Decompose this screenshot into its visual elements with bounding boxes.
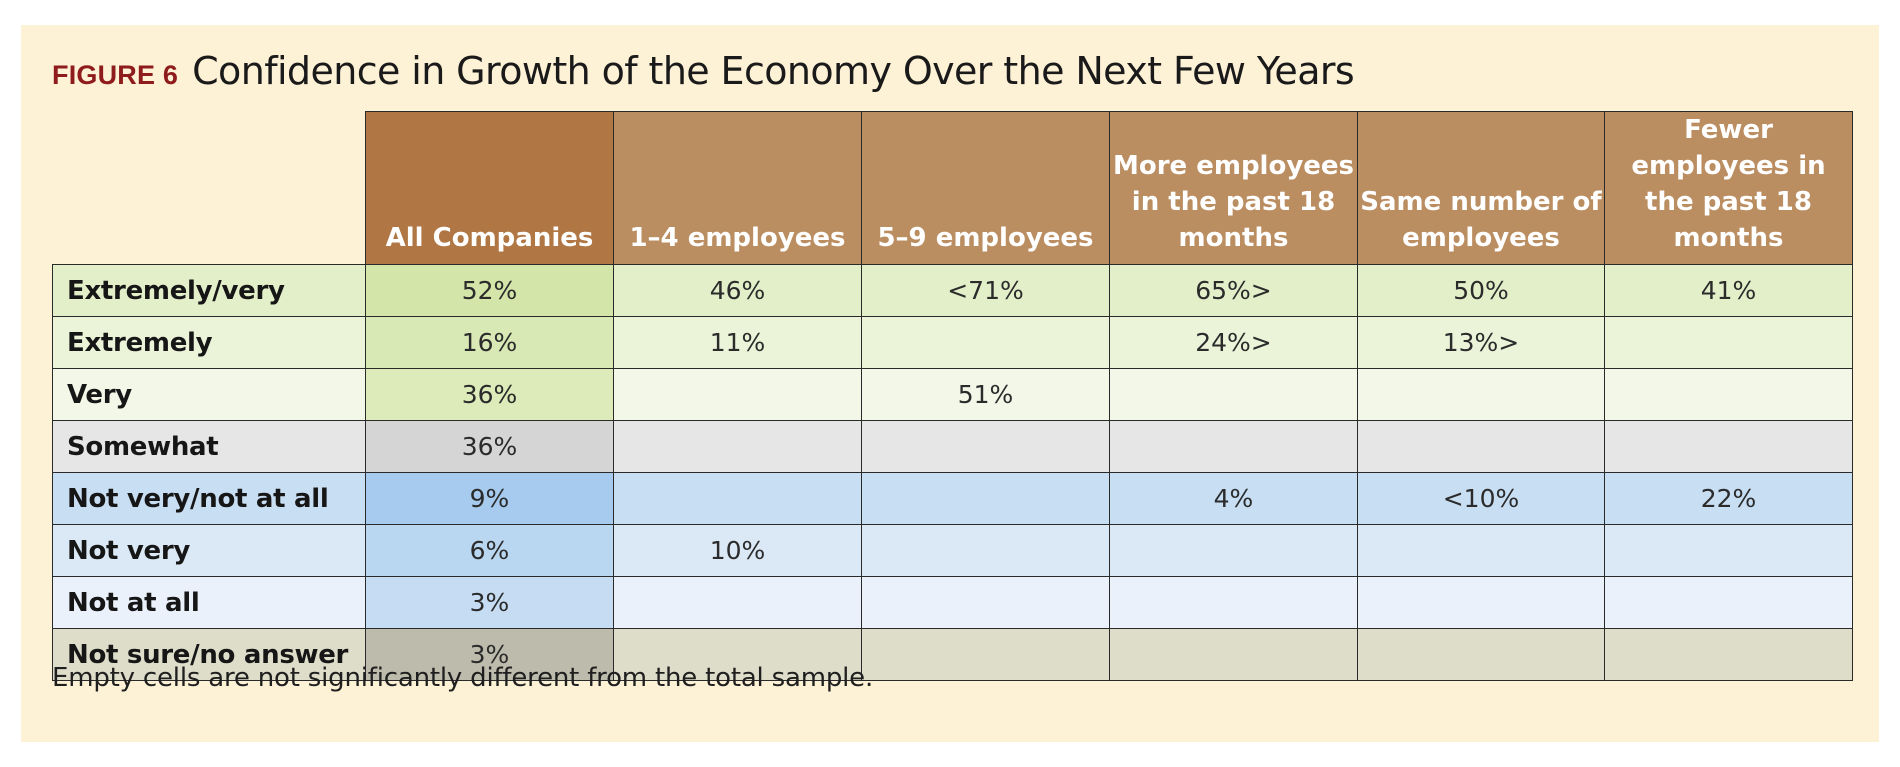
table-cell: 36% — [365, 368, 614, 421]
table-cell — [861, 316, 1110, 369]
table-cell — [1109, 576, 1358, 629]
column-header-5-9-employees: 5–9 employees — [861, 111, 1110, 265]
table-cell — [1109, 420, 1358, 473]
table-cell: 22% — [1604, 472, 1853, 525]
table-cell — [1604, 576, 1853, 629]
row-label: Not at all — [52, 576, 366, 629]
table-cell — [1604, 368, 1853, 421]
table-cell — [1109, 524, 1358, 577]
table-cell: 24%> — [1109, 316, 1358, 369]
table-cell: 9% — [365, 472, 614, 525]
table-cell — [1357, 628, 1605, 681]
table-cell: 16% — [365, 316, 614, 369]
table-cell — [1109, 368, 1358, 421]
column-header-1-4-employees: 1–4 employees — [613, 111, 862, 265]
table-row-extremely-very: Extremely/very 52% 46% <71% 65%> 50% 41% — [52, 264, 1853, 317]
row-label: Not very — [52, 524, 366, 577]
table-cell: 11% — [613, 316, 862, 369]
table-cell — [1109, 628, 1358, 681]
table-cell — [861, 628, 1110, 681]
figure-label: FIGURE 6 — [52, 60, 179, 90]
table-cell: 3% — [365, 628, 614, 681]
figure-panel: FIGURE 6 Confidence in Growth of the Eco… — [21, 25, 1879, 742]
table-cell: 6% — [365, 524, 614, 577]
table-cell — [613, 576, 862, 629]
table-cell — [861, 524, 1110, 577]
table-cell — [1357, 576, 1605, 629]
table-row-somewhat: Somewhat 36% — [52, 420, 1853, 473]
table-cell — [1604, 420, 1853, 473]
table-cell — [861, 420, 1110, 473]
figure-title: Confidence in Growth of the Economy Over… — [192, 49, 1355, 93]
table-cell — [1604, 316, 1853, 369]
table-cell: 52% — [365, 264, 614, 317]
table-cell: 46% — [613, 264, 862, 317]
table-cell: 3% — [365, 576, 614, 629]
table-cell: 50% — [1357, 264, 1605, 317]
row-label: Very — [52, 368, 366, 421]
row-label: Not sure/no answer — [52, 628, 366, 681]
figure-heading: FIGURE 6 Confidence in Growth of the Eco… — [52, 49, 1355, 109]
table-cell: 36% — [365, 420, 614, 473]
table-cell: <10% — [1357, 472, 1605, 525]
row-label: Extremely — [52, 316, 366, 369]
data-table: All Companies 1–4 employees 5–9 employee… — [52, 111, 1853, 681]
header-row: All Companies 1–4 employees 5–9 employee… — [53, 111, 1853, 265]
table-cell — [613, 472, 862, 525]
table-cell — [613, 420, 862, 473]
table-cell: 51% — [861, 368, 1110, 421]
table-row-not-sure: Not sure/no answer 3% — [52, 628, 1853, 681]
row-label: Somewhat — [52, 420, 366, 473]
table-row-very: Very 36% 51% — [52, 368, 1853, 421]
table-row-not-at-all: Not at all 3% — [52, 576, 1853, 629]
table-cell — [861, 472, 1110, 525]
table-cell — [613, 368, 862, 421]
table-row-not-very: Not very 6% 10% — [52, 524, 1853, 577]
table-cell — [1604, 524, 1853, 577]
table-cell — [613, 628, 862, 681]
table-cell: 13%> — [1357, 316, 1605, 369]
column-header-more-employees: More employees in the past 18 months — [1109, 111, 1358, 265]
table-row-extremely: Extremely 16% 11% 24%> 13%> — [52, 316, 1853, 369]
table-cell — [861, 576, 1110, 629]
table-cell: <71% — [861, 264, 1110, 317]
row-label: Not very/not at all — [52, 472, 366, 525]
column-header-fewer-employees: Fewer employees in the past 18 months — [1604, 111, 1853, 265]
row-label: Extremely/very — [52, 264, 366, 317]
table-cell: 41% — [1604, 264, 1853, 317]
table-cell: 10% — [613, 524, 862, 577]
table-cell — [1357, 368, 1605, 421]
column-header-same-employees: Same number of employees — [1357, 111, 1605, 265]
footnote: Empty cells are not significantly differ… — [52, 663, 874, 693]
header-blank-cell — [53, 112, 366, 265]
table-cell — [1357, 524, 1605, 577]
table-cell — [1357, 420, 1605, 473]
table-row-not-very-not-at-all: Not very/not at all 9% 4% <10% 22% — [52, 472, 1853, 525]
column-header-all-companies: All Companies — [365, 111, 614, 265]
table-cell — [1604, 628, 1853, 681]
table-cell: 4% — [1109, 472, 1358, 525]
table-cell: 65%> — [1109, 264, 1358, 317]
